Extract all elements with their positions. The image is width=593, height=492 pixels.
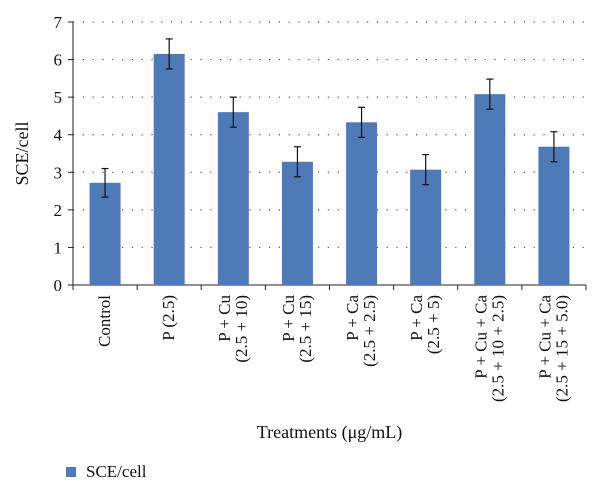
y-tick-label: 6 — [54, 51, 63, 70]
bar — [281, 161, 313, 285]
y-tick-label: 1 — [54, 238, 63, 257]
bar — [410, 169, 442, 285]
x-tick-label: P (2.5) — [159, 295, 178, 341]
bar — [346, 122, 378, 286]
bar — [153, 53, 185, 285]
gridlines — [73, 21, 586, 249]
bar — [474, 94, 506, 285]
y-tick-label: 7 — [54, 13, 63, 32]
bars — [89, 38, 570, 286]
x-tick-label: P + Cu — [279, 295, 298, 342]
bar — [89, 182, 121, 285]
axes — [68, 21, 587, 290]
y-axis-title: SCE/cell — [12, 122, 32, 186]
x-tick-label: (2.5 + 10) — [232, 295, 251, 363]
legend: SCE/cell — [66, 462, 146, 482]
x-tick-label: (2.5 + 5) — [424, 295, 443, 354]
legend-label: SCE/cell — [86, 462, 147, 481]
legend-swatch — [66, 467, 76, 477]
y-tick-label: 2 — [54, 201, 63, 220]
x-tick-label: P + Cu — [215, 295, 234, 342]
bar — [538, 146, 570, 285]
x-tick-label: Control — [95, 295, 114, 347]
bar — [217, 112, 249, 286]
x-tick-label: P + Cu + Ca — [535, 295, 554, 379]
x-tick-label: P + Ca — [407, 295, 426, 341]
x-tick-label: (2.5 + 15) — [296, 295, 315, 363]
x-tick-label: (2.5 + 2.5) — [360, 295, 379, 367]
y-tick-label: 0 — [54, 276, 63, 295]
x-tick-label: P + Cu + Ca — [471, 295, 490, 379]
y-tick-label: 3 — [54, 163, 63, 182]
x-tick-label: (2.5 + 10 + 2.5) — [488, 295, 507, 402]
y-tick-label: 4 — [54, 126, 63, 145]
x-axis-title: Treatments (μg/mL) — [257, 422, 402, 443]
x-tick-label: P + Ca — [343, 295, 362, 341]
y-tick-label: 5 — [54, 88, 63, 107]
x-tick-label: (2.5 + 15 + 5.0) — [552, 295, 571, 402]
